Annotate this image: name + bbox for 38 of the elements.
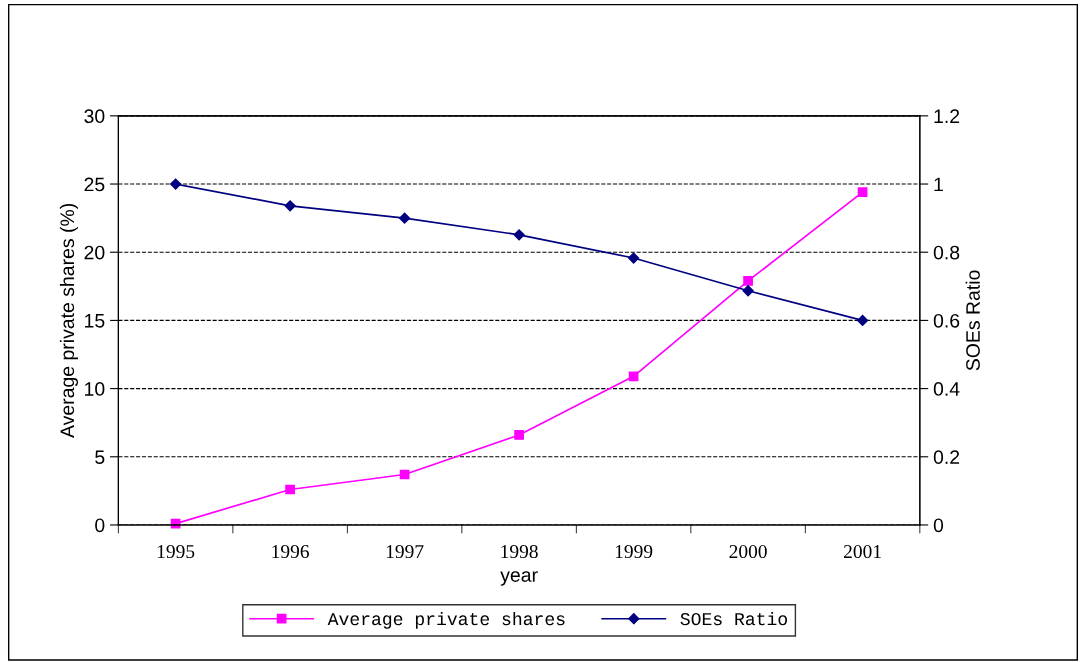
y-tick-label: 25 <box>84 177 105 192</box>
point <box>170 178 182 190</box>
y2-tick-label: 0.6 <box>933 313 960 328</box>
y-tick-label: 0 <box>95 518 105 533</box>
point <box>857 187 868 198</box>
x-tick-label: 1998 <box>501 544 538 559</box>
point <box>285 484 295 495</box>
x-tick-label: 1997 <box>386 545 424 559</box>
y2-tick-label: 1 <box>934 177 943 192</box>
point <box>627 252 640 264</box>
y2-tick-label: 1.2 <box>934 109 960 123</box>
y2-tick-label: 0 <box>933 518 944 533</box>
y2-tick-label: 0.4 <box>933 382 960 396</box>
legend-label: SOEs Ratio <box>680 611 788 626</box>
y2-tick-label: 0.8 <box>933 245 960 260</box>
point <box>284 200 296 212</box>
point <box>513 229 525 241</box>
x-tick-label: 1999 <box>615 545 653 559</box>
x-axis-title: year <box>500 571 538 586</box>
x-tick-label: 1996 <box>272 545 309 559</box>
legend-label: Average private shares <box>327 611 565 629</box>
y-tick-label: 10 <box>85 382 105 396</box>
y2-tick-label: 0.2 <box>933 450 960 465</box>
point <box>514 430 524 440</box>
y2-axis-title: SOEs Ratio <box>965 270 980 371</box>
y-tick-label: 30 <box>84 109 105 124</box>
point <box>743 275 753 286</box>
y-tick-label: 20 <box>84 245 105 260</box>
point <box>628 371 639 382</box>
x-tick-label: 2000 <box>729 544 767 559</box>
x-tick-label: 2001 <box>844 544 881 559</box>
x-tick-label: 1995 <box>157 545 195 559</box>
point <box>742 285 754 297</box>
y-tick-label: 15 <box>85 314 105 328</box>
y-tick-label: 5 <box>95 450 105 465</box>
y-axis-title: Average private shares (%) <box>59 203 78 438</box>
point <box>856 314 869 327</box>
point <box>399 212 411 224</box>
